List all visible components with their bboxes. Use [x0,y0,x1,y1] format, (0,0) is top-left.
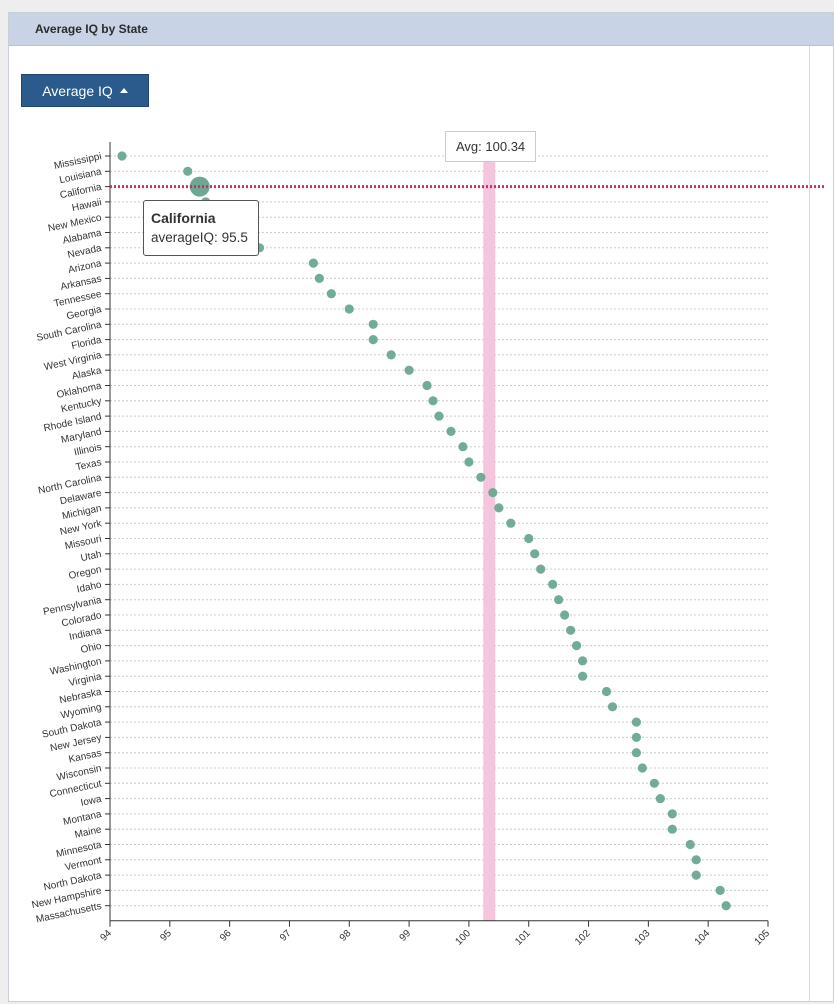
data-point[interactable] [404,365,414,375]
x-tick-label: 102 [573,928,593,948]
data-point[interactable] [326,289,336,299]
data-point[interactable] [314,273,324,283]
data-point[interactable] [344,304,354,314]
data-point[interactable] [631,732,642,743]
sort-button-label: Average IQ [42,82,113,99]
data-point[interactable] [631,717,642,727]
data-point[interactable] [607,702,618,712]
data-point[interactable] [685,839,695,850]
x-tick-label: 98 [338,928,354,944]
sort-average-iq-button[interactable]: Average IQ [21,74,149,107]
y-tick-label: Iowa [80,794,103,809]
data-point[interactable] [183,166,193,176]
data-point[interactable] [524,533,534,544]
data-point[interactable] [560,610,570,620]
x-tick-label: 94 [98,928,114,944]
x-tick-label: 101 [513,928,533,948]
grid-lines [110,155,768,907]
data-point[interactable] [428,396,438,406]
data-point[interactable] [667,824,677,834]
panel-title: Average IQ by State [9,13,833,46]
data-point[interactable] [530,549,540,559]
tooltip-value: 95.5 [221,230,248,245]
data-points[interactable] [117,151,731,911]
y-tick-label: Hawaii [71,197,103,214]
caret-up-icon [119,88,128,93]
y-tick-label: Idaho [76,579,103,595]
data-point[interactable] [536,564,546,574]
data-point[interactable] [494,503,504,513]
tooltip-metric: averageIQ [151,230,215,245]
data-point[interactable] [655,794,665,804]
data-point[interactable] [601,686,612,697]
data-point[interactable] [422,380,432,391]
y-tick-label: Texas [75,457,103,473]
data-point[interactable] [506,518,516,528]
data-point[interactable] [368,319,378,329]
data-point[interactable] [577,671,588,681]
point-tooltip: California averageIQ: 95.5 [143,200,259,256]
y-tick-label: Maine [74,824,103,841]
x-tick-label: 97 [278,928,294,944]
y-tick-label: Alaska [71,365,103,382]
panel-divider [809,46,810,1001]
data-point[interactable] [117,151,127,161]
data-point[interactable] [715,885,725,896]
data-point[interactable] [554,595,564,605]
data-point[interactable] [446,426,456,436]
x-tick-label: 105 [753,928,773,948]
data-point[interactable] [571,641,582,651]
data-point[interactable] [667,809,677,819]
data-point[interactable] [691,855,701,865]
data-point[interactable] [631,748,642,758]
average-band [483,160,496,921]
tooltip-title: California [151,210,216,226]
chart-panel: Average IQ by State [8,12,834,1002]
data-point[interactable] [649,778,659,788]
x-tick-label: 100 [453,928,473,948]
data-point[interactable] [458,442,468,452]
data-point[interactable] [464,457,474,467]
data-point[interactable] [308,258,318,268]
data-point[interactable] [566,625,576,635]
data-point[interactable] [721,901,731,911]
x-tick-label: 96 [218,928,234,944]
y-tick-label: Ohio [80,641,103,656]
y-tick-label: Utah [80,549,103,564]
x-tick-label: 104 [693,928,713,948]
data-point[interactable] [368,335,378,345]
y-tick-label: Florida [70,335,103,352]
tooltip-body: averageIQ: 95.5 [151,230,251,245]
data-point[interactable] [637,763,647,773]
data-point[interactable] [488,488,498,498]
tooltip-separator: : [214,230,222,245]
data-point[interactable] [691,870,701,880]
data-point[interactable] [577,656,588,666]
data-point[interactable] [476,472,486,482]
average-label: Avg: 100.34 [445,131,537,162]
data-point[interactable] [548,579,558,590]
data-point[interactable] [434,411,444,421]
data-point[interactable] [386,350,396,360]
x-tick-label: 99 [398,928,414,944]
x-tick-label: 103 [633,928,653,948]
y-tick-label: Illinois [73,442,102,459]
x-tick-label: 95 [158,928,174,944]
